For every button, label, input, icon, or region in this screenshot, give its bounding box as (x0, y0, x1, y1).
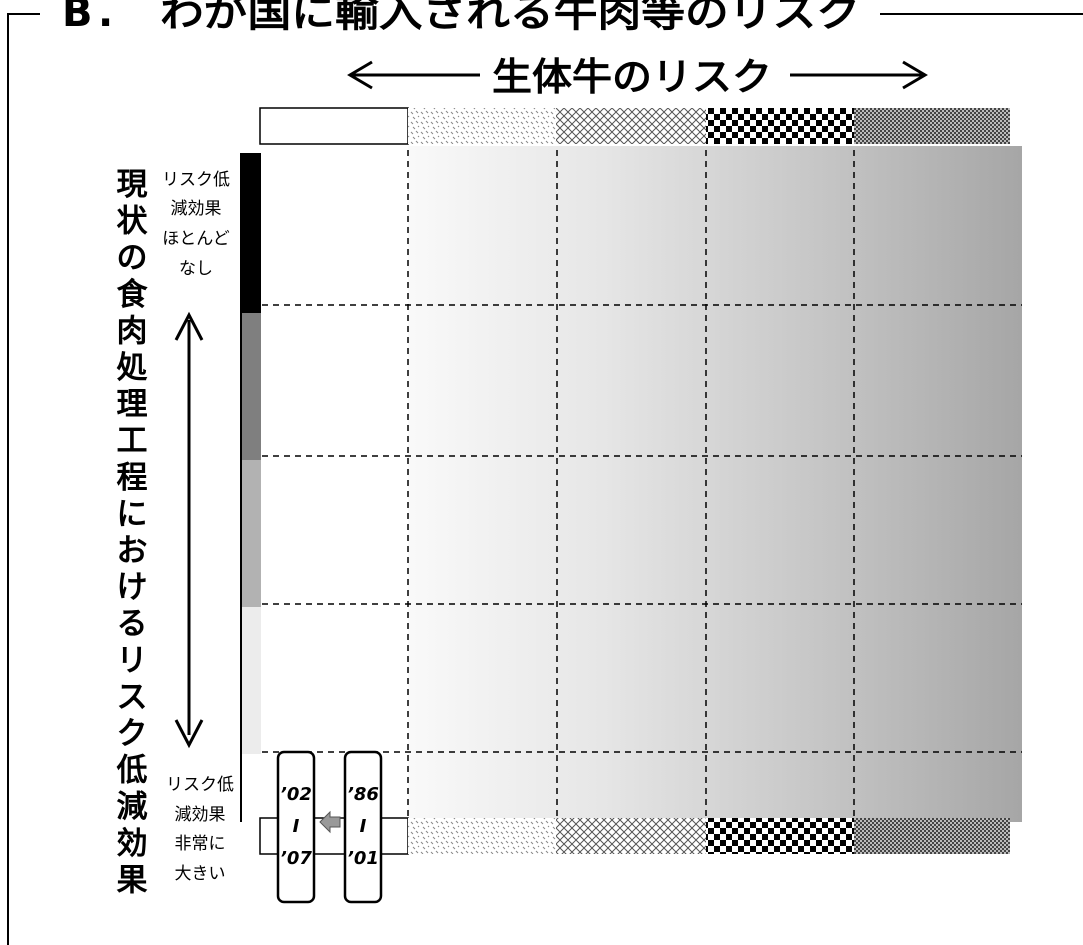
main-title: わが国に輸入される牛肉等のリスク (160, 0, 860, 36)
bottom-note-line: 非常に (175, 834, 226, 854)
top-risk-strip (259, 107, 1010, 145)
risk-grid (260, 146, 1022, 822)
left-axis-label-char: 現 (117, 167, 148, 203)
left-axis-label-char: け (117, 570, 148, 606)
top-axis (347, 60, 928, 90)
left-axis-label-char: 工 (117, 423, 148, 459)
period-recent-sep: I (293, 816, 300, 837)
left-axis-label-char: 低 (116, 753, 148, 789)
shift-arrow-icon (319, 810, 341, 834)
left-axis-label-char: に (117, 496, 148, 532)
left-effect-bar (240, 153, 261, 822)
period-earlier-end: ’01 (347, 848, 379, 869)
left-axis-label-char: 果 (117, 862, 148, 898)
period-earlier-sep: I (360, 816, 367, 837)
vertical-double-arrow (174, 311, 204, 749)
period-box-earlier: ’86 I ’01 (343, 750, 383, 904)
period-earlier-start: ’86 (347, 784, 379, 805)
left-axis-label-char: 食 (117, 277, 149, 313)
left-axis-label-char: リ (117, 643, 148, 679)
title-letter: B (62, 0, 93, 36)
period-box-recent: ’02 I ’07 (276, 750, 316, 904)
left-axis-label-char: 状 (117, 204, 149, 240)
top-effect-note: リスク低 減効果 ほとんど なし (162, 170, 230, 279)
outer-frame (7, 13, 1083, 945)
left-axis-label-char: ク (117, 716, 148, 752)
left-axis-label-char: 程 (117, 460, 148, 496)
left-axis-label-char: る (117, 606, 148, 642)
top-note-line: 減効果 (171, 199, 222, 219)
left-axis-label-char: お (117, 533, 148, 569)
left-axis-label-char: 理 (117, 387, 148, 423)
period-recent-end: ’07 (280, 848, 312, 869)
left-axis-label-char: 減 (117, 789, 148, 825)
period-recent-start: ’02 (280, 784, 312, 805)
title-dot: . (98, 0, 113, 36)
bottom-note-line: 減効果 (175, 805, 226, 825)
top-note-line: リスク低 (162, 170, 230, 190)
top-note-line: なし (179, 259, 213, 279)
left-axis-label-char: 効 (117, 826, 148, 862)
top-axis-label: 生体牛のリスク (492, 55, 772, 99)
top-note-line: ほとんど (162, 229, 230, 249)
left-axis-label-char: ス (117, 679, 148, 715)
left-axis-label-char: の (117, 240, 148, 276)
left-axis-label-char: 処 (117, 350, 148, 386)
bottom-effect-note: リスク低 減効果 非常に 大きい (166, 775, 234, 884)
left-axis-label-char: 肉 (117, 313, 148, 349)
bottom-note-line: リスク低 (166, 775, 234, 795)
bottom-note-line: 大きい (175, 864, 226, 884)
